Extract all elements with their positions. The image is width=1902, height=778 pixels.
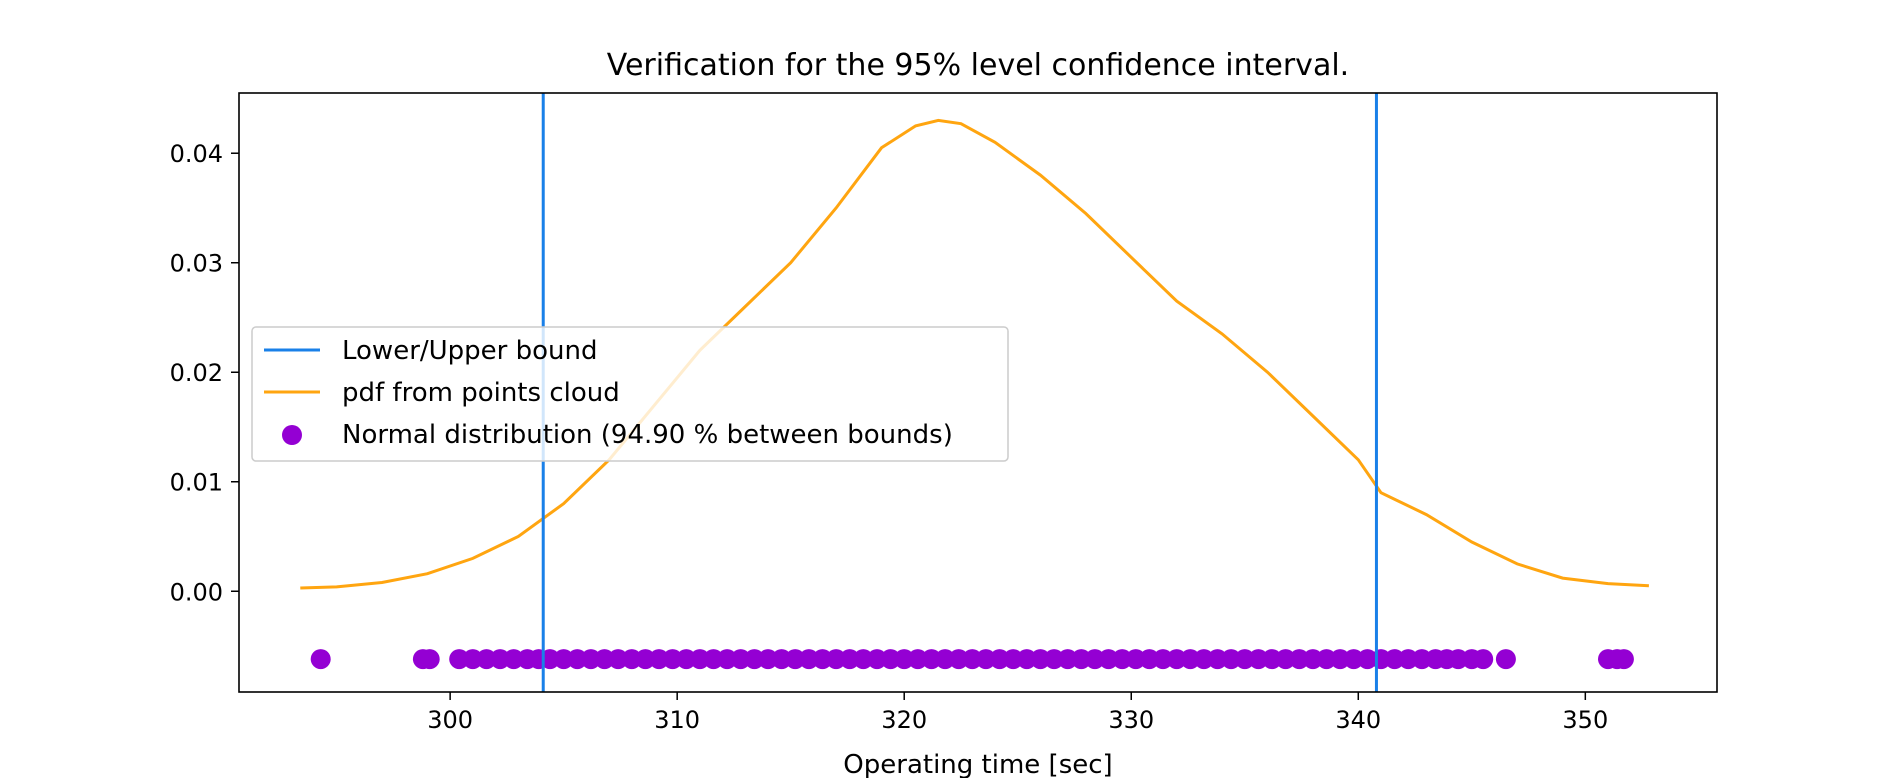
x-tick-label: 310 [654,706,700,734]
y-axis: 0.00 0.01 0.02 0.03 0.04 [170,140,239,606]
scatter-point [975,649,996,670]
scatter-point [1398,649,1419,670]
scatter-point [1343,649,1364,670]
plot-frame [238,92,1718,693]
scatter-point [1153,649,1173,670]
scatter-point [907,649,928,670]
x-tick-label: 340 [1335,706,1381,734]
scatter-point [662,649,683,670]
y-tick-label: 0.03 [170,250,223,278]
scatter-point [1495,649,1516,670]
scatter-point [462,649,483,670]
scatter-point [785,649,806,670]
scatter-point [1613,649,1634,670]
legend-swatch-points [282,425,302,445]
scatter-point [310,649,331,670]
x-tick-label: 330 [1108,706,1154,734]
scatter-point [1275,649,1296,670]
x-tick-label: 350 [1562,706,1608,734]
scatter-point [853,649,874,670]
legend: Lower/Upper bound pdf from points cloud … [251,326,1009,462]
y-tick-label: 0.00 [170,578,223,606]
chart-title: Verification for the 95% level confidenc… [607,48,1349,83]
pdf-curve [300,118,1649,590]
legend-label-pdf: pdf from points cloud [342,378,620,408]
x-axis-label: Operating time [sec] [843,750,1112,778]
x-tick-label: 300 [427,706,473,734]
legend-label-bounds: Lower/Upper bound [342,336,598,366]
y-tick-label: 0.01 [170,469,223,497]
scatter-point [1030,649,1051,670]
y-tick-label: 0.04 [170,140,223,168]
scatter-point [608,649,629,670]
scatter-point [419,649,440,670]
x-axis: 300 310 320 330 340 350 [427,692,1608,734]
scatter-point [540,649,560,670]
scatter-point [1098,649,1119,670]
legend-frame [251,326,1009,462]
plot-area [300,93,1649,692]
scatter-point [1473,649,1494,670]
x-tick-label: 320 [881,706,927,734]
legend-label-points: Normal distribution (94.90 % between bou… [342,420,953,450]
y-tick-label: 0.02 [170,359,223,387]
scatter-point [1221,649,1242,670]
scatter-point [730,649,751,670]
